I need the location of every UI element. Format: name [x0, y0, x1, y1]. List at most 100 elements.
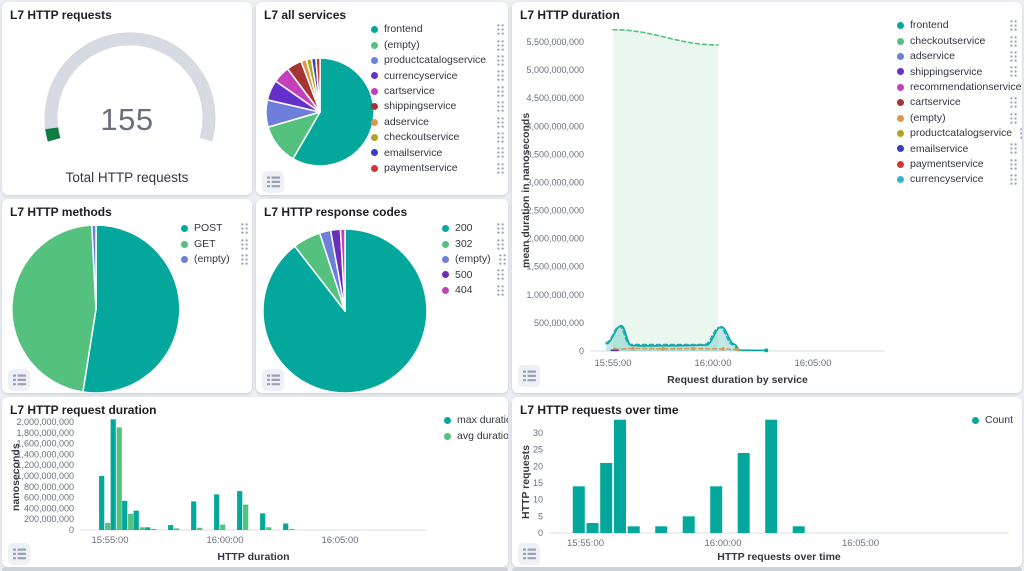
- legend-item-options-icon[interactable]: [1002, 112, 1017, 124]
- services-pie-chart[interactable]: [256, 2, 508, 195]
- legend-item-options-icon[interactable]: [489, 55, 504, 66]
- legend-item-(empty)[interactable]: (empty): [371, 37, 504, 52]
- legend-item-options-icon[interactable]: [1002, 158, 1017, 170]
- bar-Count[interactable]: [655, 526, 668, 533]
- requests-over-time-bar-chart[interactable]: 0 5 10 15 20 25 30 15:55:00 16:00:00 16:05:00: [512, 397, 1022, 567]
- legend-item-options-icon[interactable]: [233, 254, 248, 265]
- legend-item-productcatalogservice[interactable]: productcatalogservice: [371, 53, 504, 68]
- legend-item-options-icon[interactable]: [489, 147, 504, 159]
- legend-item-(empty)[interactable]: (empty): [897, 110, 1017, 125]
- bar-avg duration[interactable]: [128, 513, 134, 530]
- legend-item-checkoutservice[interactable]: checkoutservice: [371, 130, 504, 145]
- legend-item-500[interactable]: 500: [442, 267, 504, 282]
- legend-item-options-icon[interactable]: [489, 116, 504, 128]
- legend-item-200[interactable]: 200: [442, 221, 504, 236]
- legend-item-options-icon[interactable]: [1021, 82, 1022, 93]
- legend-item-frontend[interactable]: frontend: [371, 22, 504, 37]
- legend-item-options-icon[interactable]: [489, 39, 504, 51]
- legend-item-emailservice[interactable]: emailservice: [371, 145, 504, 160]
- bar-Count[interactable]: [682, 516, 695, 533]
- duration-line-chart[interactable]: 0 500,000,000 1,000,000,000 1,500,000,000 2,…: [512, 2, 1022, 393]
- legend-item-avg duration[interactable]: avg duration: [444, 428, 508, 443]
- legend-item-options-icon[interactable]: [1002, 66, 1017, 78]
- bar-max duration[interactable]: [133, 510, 139, 530]
- bar-Count[interactable]: [600, 463, 613, 533]
- legend-item-options-icon[interactable]: [489, 70, 504, 82]
- bar-max duration[interactable]: [214, 494, 220, 530]
- legend-item-options-icon[interactable]: [489, 223, 504, 234]
- legend-item-shippingservice[interactable]: shippingservice: [371, 99, 504, 114]
- legend-item-options-icon[interactable]: [489, 285, 504, 296]
- legend-item-paymentservice[interactable]: paymentservice: [371, 161, 504, 176]
- legend-toggle-button[interactable]: [262, 369, 284, 391]
- bar-avg duration[interactable]: [243, 504, 249, 530]
- pie-slice-GET[interactable]: [11, 224, 97, 393]
- legend-item-302[interactable]: 302: [442, 236, 504, 251]
- legend-item-options-icon[interactable]: [1002, 97, 1017, 108]
- legend-toggle-button[interactable]: [518, 365, 540, 387]
- bar-Count[interactable]: [586, 523, 599, 533]
- legend-toggle-button[interactable]: [518, 543, 540, 565]
- legend-item-adservice[interactable]: adservice: [897, 49, 1017, 64]
- legend-item-frontend[interactable]: frontend: [897, 18, 1017, 33]
- legend-item-checkoutservice[interactable]: checkoutservice: [897, 33, 1017, 48]
- legend-item-options-icon[interactable]: [489, 86, 504, 97]
- legend-item-POST[interactable]: POST: [181, 221, 248, 236]
- legend-item-options-icon[interactable]: [233, 238, 248, 250]
- legend-item-paymentservice[interactable]: paymentservice: [897, 157, 1017, 172]
- bar-Count[interactable]: [765, 419, 778, 533]
- legend-item-productcatalogservice[interactable]: productcatalogservice: [897, 126, 1022, 141]
- legend-toggle-button[interactable]: [8, 369, 30, 391]
- legend-item-options-icon[interactable]: [233, 223, 248, 234]
- legend-item-options-icon[interactable]: [1002, 174, 1017, 185]
- line-series-checkoutservice[interactable]: [612, 28, 719, 46]
- legend-item-options-icon[interactable]: [489, 132, 504, 143]
- bar-avg duration[interactable]: [139, 527, 145, 530]
- legend-toggle-button[interactable]: [262, 171, 284, 193]
- methods-pie-chart[interactable]: [2, 199, 252, 393]
- legend-item-options-icon[interactable]: [489, 269, 504, 281]
- legend-item-options-icon[interactable]: [491, 254, 506, 265]
- legend-item-recommendationservice[interactable]: recommendationservice: [897, 80, 1021, 95]
- legend-item-options-icon[interactable]: [1002, 51, 1017, 62]
- legend-item-(empty)[interactable]: (empty): [442, 252, 506, 267]
- legend-item-options-icon[interactable]: [489, 24, 504, 35]
- bar-Count[interactable]: [710, 486, 723, 533]
- response-codes-pie-chart[interactable]: [256, 199, 508, 393]
- bar-Count[interactable]: [627, 526, 640, 533]
- legend-item-(empty)[interactable]: (empty): [181, 252, 248, 267]
- bar-Count[interactable]: [572, 486, 585, 533]
- legend-item-options-icon[interactable]: [489, 238, 504, 250]
- bar-Count[interactable]: [792, 526, 805, 533]
- legend-item-options-icon[interactable]: [1002, 20, 1017, 31]
- bar-max duration[interactable]: [99, 476, 105, 530]
- bar-avg duration[interactable]: [105, 523, 111, 530]
- bar-max duration[interactable]: [191, 501, 197, 530]
- bar-avg duration[interactable]: [289, 528, 295, 530]
- legend-item-options-icon[interactable]: [489, 162, 504, 174]
- legend-item-options-icon[interactable]: [489, 101, 504, 112]
- legend-item-adservice[interactable]: adservice: [371, 114, 504, 129]
- pie-slice-paymentservice[interactable]: [315, 57, 321, 113]
- legend-item-shippingservice[interactable]: shippingservice: [897, 64, 1017, 79]
- legend-item-404[interactable]: 404: [442, 283, 504, 298]
- legend-item-currencyservice[interactable]: currencyservice: [371, 68, 504, 83]
- bar-max duration[interactable]: [145, 527, 151, 530]
- bar-max duration[interactable]: [237, 491, 243, 530]
- legend-item-emailservice[interactable]: emailservice: [897, 141, 1017, 156]
- legend-toggle-button[interactable]: [8, 543, 30, 565]
- pie-slice-POST[interactable]: [82, 224, 181, 393]
- legend-item-options-icon[interactable]: [1012, 128, 1022, 139]
- bar-max duration[interactable]: [283, 523, 289, 531]
- bar-max duration[interactable]: [168, 525, 174, 530]
- pie-slice-404[interactable]: [339, 228, 346, 312]
- bar-max duration[interactable]: [110, 419, 116, 530]
- pie-slice-frontend[interactable]: [292, 57, 375, 167]
- legend-item-cartservice[interactable]: cartservice: [897, 95, 1017, 110]
- legend-item-options-icon[interactable]: [1002, 35, 1017, 47]
- bar-avg duration[interactable]: [116, 427, 122, 530]
- legend-item-options-icon[interactable]: [1002, 143, 1017, 155]
- line-series-frontend[interactable]: [605, 324, 768, 352]
- bar-max duration[interactable]: [260, 513, 266, 530]
- pie-slice-(empty)[interactable]: [91, 224, 97, 310]
